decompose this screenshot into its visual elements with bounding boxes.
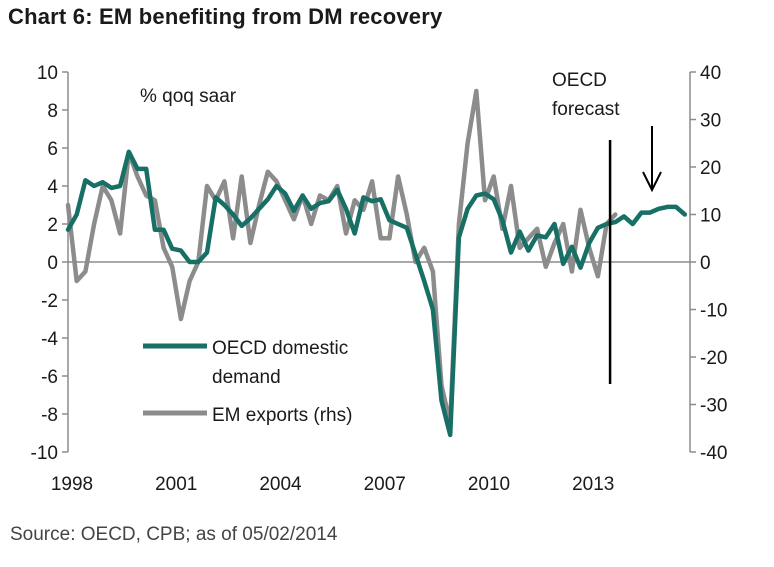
y-left-tick-label: 6 [47,139,58,160]
y-right-tick-label: 40 [700,63,721,84]
y-right-tick-label: -20 [700,348,727,369]
y-left-tick-label: 10 [37,63,58,84]
y-left-tick-label: 2 [47,215,58,236]
y-right-tick-label: -40 [700,443,727,464]
series-line-em-exports [65,88,618,426]
y-left-tick-label: 8 [47,101,58,122]
series-line-oecd-domestic-demand [65,149,688,438]
y-left-tick-label: -4 [41,329,58,350]
x-tick-label: 2007 [364,474,406,495]
y-right-tick-label: 30 [700,111,721,132]
y-left-tick-label: -10 [31,443,58,464]
x-tick-label: 2010 [468,474,510,495]
legend-label: demand [212,367,281,388]
unit-label: % qoq saar [140,86,237,107]
y-left-tick-label: -2 [41,291,58,312]
legend-label: EM exports (rhs) [212,405,352,426]
y-left-tick-label: 4 [47,177,58,198]
y-left-tick-label: 0 [47,253,58,274]
forecast-label: OECD [552,70,607,91]
y-left-tick-label: -8 [41,405,58,426]
y-right-tick-label: 0 [700,253,711,274]
chart-title: Chart 6: EM benefiting from DM recovery [8,4,443,29]
y-right-tick-label: -10 [700,301,727,322]
source-note: Source: OECD, CPB; as of 05/02/2014 [10,524,338,545]
y-left-tick-label: -6 [41,367,58,388]
x-tick-label: 1998 [51,474,93,495]
x-tick-label: 2001 [155,474,197,495]
y-right-tick-label: -30 [700,396,727,417]
x-tick-label: 2013 [572,474,614,495]
y-right-tick-label: 10 [700,206,721,227]
x-tick-label: 2004 [259,474,302,495]
forecast-arrow-head [642,171,662,193]
y-right-tick-label: 20 [700,158,721,179]
forecast-label: forecast [552,99,620,120]
line-chart: 1086420-2-4-6-8-10403020100-10-20-30-401… [31,63,728,495]
legend-label: OECD domestic [212,338,348,359]
